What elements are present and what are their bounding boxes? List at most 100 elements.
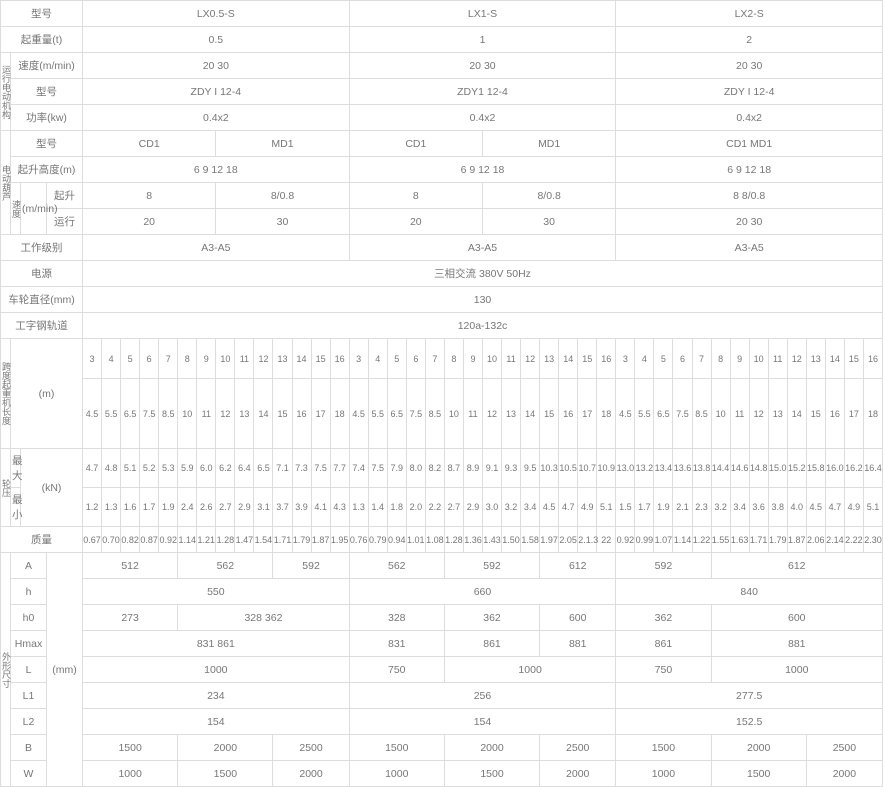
cell: 4 [102,339,121,379]
cell: 5 [387,339,406,379]
cell: 8.9 [463,449,482,488]
cell: 9.3 [502,449,521,488]
cell: 2.6 [197,488,216,527]
cell: 5.1 [121,449,140,488]
cell: 4 [635,339,654,379]
cell: 1.9 [654,488,673,527]
cell: 14 [254,379,273,449]
cell: 4.1 [311,488,330,527]
cell: 7 [425,339,444,379]
cell: 13 [806,339,825,379]
cell: 2.7 [216,488,235,527]
cell: 13 [235,379,254,449]
cell: 3.2 [711,488,730,527]
cell: 7.5 [140,379,159,449]
cell: 6.5 [654,379,673,449]
cell: 8.7 [444,449,463,488]
cell: 3.4 [521,488,540,527]
cell: 5.5 [635,379,654,449]
cell: 10.3 [540,449,559,488]
cell: 5 [654,339,673,379]
cell: 1.3 [349,488,368,527]
cell: 16 [825,379,844,449]
cell: 0.92 [616,527,635,553]
cell: 4.9 [578,488,597,527]
row-hoist-run: 运行 20 30 20 30 20 30 [1,209,883,235]
cell: 10 [482,339,501,379]
cell: 7.5 [673,379,692,449]
lbl-lift-cap: 起重量(t) [1,27,83,53]
cell: 8.5 [159,379,178,449]
cell: 4.8 [102,449,121,488]
cell: 1.43 [482,527,501,553]
cell: 1.58 [521,527,540,553]
spec-table: 型号 LX0.5-S LX1-S LX2-S 起重量(t) 0.5 1 2 运行… [0,0,883,787]
cell: 8 [178,339,197,379]
cell: 0.76 [349,527,368,553]
cell: 13.8 [692,449,711,488]
cell: 1.79 [768,527,787,553]
cell: 5.3 [159,449,178,488]
cell: 1.54 [254,527,273,553]
cell: 16.2 [844,449,863,488]
cell: 7 [692,339,711,379]
cell: 17 [311,379,330,449]
row-hoist-lift: 速度 (m/min) 起升 8 8/0.8 8 8/0.8 8 8/0.8 [1,183,883,209]
cell: 3.0 [482,488,501,527]
cell: 1.63 [730,527,749,553]
cell: 11 [730,379,749,449]
cell: 1.3 [102,488,121,527]
cell: 2.1 [673,488,692,527]
cell: 5.5 [368,379,387,449]
cell: 10.7 [578,449,597,488]
model-2: LX2-S [616,1,883,27]
cell: 3 [83,339,102,379]
cell: 10 [711,379,730,449]
lbl-model: 型号 [1,1,83,27]
cell: 6.4 [235,449,254,488]
row-dim-Hmax: Hmax 831 861 831 861 881 861 881 [1,631,883,657]
row-dim-A: 外形尺寸 A (mm) 512 562 592 562 592 612 592 … [1,553,883,579]
cell: 1.14 [673,527,692,553]
cell: 4.5 [540,488,559,527]
cell: 10 [178,379,197,449]
cell: 14.8 [749,449,768,488]
cell: 12 [254,339,273,379]
cell: 10.9 [597,449,616,488]
row-dim-h0: h0 273 328 362 328 362 600 362 600 [1,605,883,631]
cell: 1.71 [273,527,292,553]
row-dim-L1: L1 234 256 277.5 [1,683,883,709]
row-dim-W: W 1000 1500 2000 1000 1500 2000 1000 150… [1,761,883,787]
row-lift-cap: 起重量(t) 0.5 1 2 [1,27,883,53]
cell: 6 [673,339,692,379]
cell: 16 [559,379,578,449]
cell: 1.28 [444,527,463,553]
row-dim-B: B 1500 2000 2500 1500 2000 2500 1500 200… [1,735,883,761]
cell: 3.1 [254,488,273,527]
cell: 5.9 [178,449,197,488]
row-wp-min: 最小 1.21.31.61.71.92.42.62.72.93.13.73.94… [1,488,883,527]
cell: 1.50 [502,527,521,553]
cell: 2.0 [406,488,425,527]
row-wp-max: 轮压 最大 (kN) 4.74.85.15.25.35.96.06.26.46.… [1,449,883,488]
cell: 22 [597,527,616,553]
cell: 2.9 [235,488,254,527]
cell: 6.5 [121,379,140,449]
cell: 8 [711,339,730,379]
cell: 6.0 [197,449,216,488]
cell: 2.9 [463,488,482,527]
cell: 15.0 [768,449,787,488]
cell: 14 [825,339,844,379]
cell: 4.0 [787,488,806,527]
cell: 5.5 [102,379,121,449]
cell: 5.2 [140,449,159,488]
cell: 0.87 [140,527,159,553]
cell: 4.5 [83,379,102,449]
cell: 14.4 [711,449,730,488]
cell: 11 [463,379,482,449]
cell: 14.6 [730,449,749,488]
cell: 1.2 [83,488,102,527]
cell: 4.5 [806,488,825,527]
cell: 1.87 [311,527,330,553]
cell: 1.22 [692,527,711,553]
